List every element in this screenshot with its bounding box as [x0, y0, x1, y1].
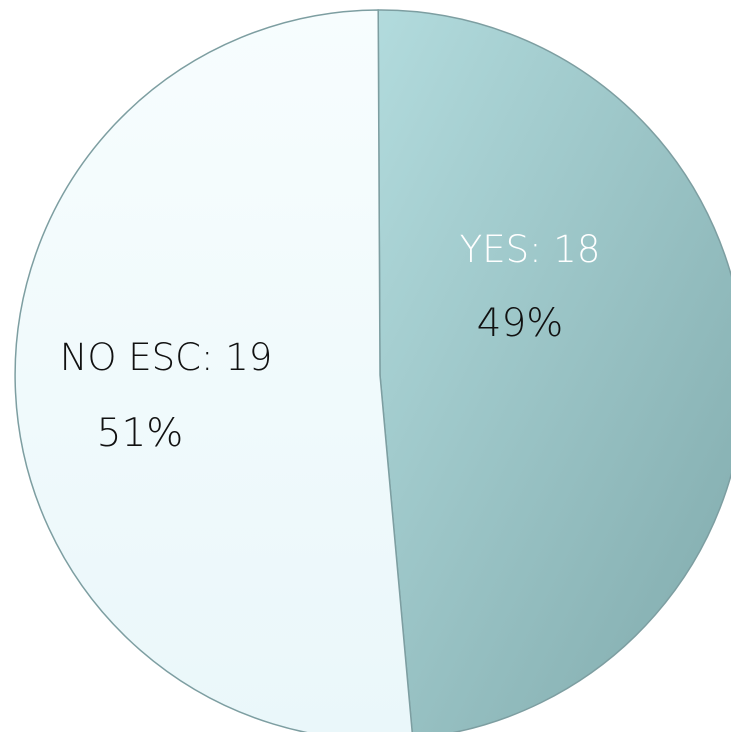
pie-slice-no-esc [14, 9, 413, 732]
slice-percent-no-esc: 51% [97, 411, 184, 456]
slice-label-no-esc: NO ESC: 19 [60, 336, 273, 379]
slice-label-yes: YES: 18 [460, 228, 601, 271]
slice-percent-yes: 49% [477, 301, 564, 346]
pie-slice-yes [377, 9, 731, 732]
